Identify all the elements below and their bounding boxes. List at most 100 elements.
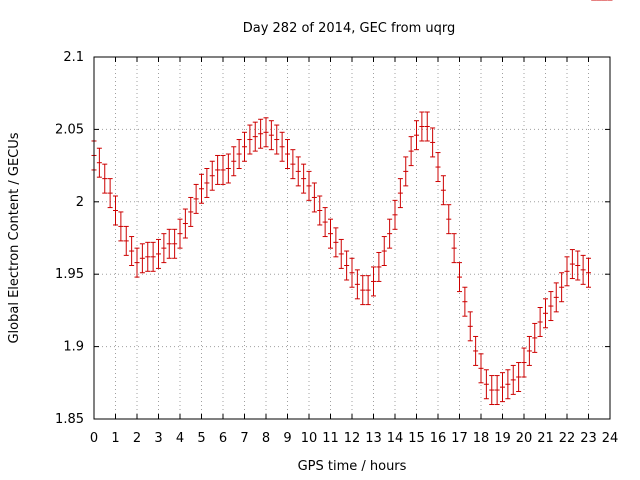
- y-tick-labels: 1.85 1.9 1.95 2 2.05 2.1: [55, 50, 84, 427]
- data-point: [419, 111, 425, 142]
- x-tick-label: 21: [537, 431, 554, 446]
- x-tick-label: 18: [473, 431, 490, 446]
- data-point: [575, 250, 581, 281]
- data-point: [166, 228, 172, 259]
- data-point: [526, 335, 532, 366]
- data-point: [564, 256, 570, 287]
- data-point: [381, 236, 387, 267]
- data-point: [177, 218, 183, 249]
- data-point: [328, 218, 333, 249]
- data-point: [424, 111, 430, 142]
- y-tick-label: 1.95: [55, 267, 84, 282]
- x-tick-label: 14: [387, 431, 404, 446]
- data-point: [247, 124, 253, 155]
- data-point: [430, 127, 436, 158]
- data-point: [188, 196, 194, 227]
- data-point: [392, 199, 398, 230]
- x-tick-label: 7: [240, 431, 248, 446]
- x-tick-label: 10: [301, 431, 318, 446]
- data-point: [360, 275, 366, 306]
- data-point: [397, 178, 403, 209]
- data-point: [118, 211, 124, 242]
- data-point: [478, 353, 484, 384]
- data-point: [279, 131, 285, 162]
- x-tick-label: 3: [154, 431, 162, 446]
- data-point: [268, 120, 274, 151]
- plot-frame: [93, 56, 611, 420]
- data-point: [543, 298, 548, 329]
- data-point: [285, 139, 290, 169]
- data-point: [220, 154, 226, 185]
- axis-ticks: [93, 56, 611, 420]
- x-tick-label: 8: [262, 431, 270, 446]
- data-point: [371, 266, 376, 297]
- y-tick-label: 1.85: [55, 412, 84, 427]
- y-tick-label: 1.9: [63, 340, 84, 355]
- x-tick-label: 20: [516, 431, 533, 446]
- data-point: [209, 160, 215, 191]
- data-point: [376, 251, 382, 282]
- x-tick-label: 13: [365, 431, 382, 446]
- data-point: [505, 369, 511, 400]
- data-point: [440, 175, 446, 206]
- data-point: [215, 154, 221, 185]
- y-tick-label: 2.1: [63, 50, 84, 65]
- chart-title: Day 282 of 2014, GEC from uqrg: [243, 21, 456, 36]
- x-tick-label: 16: [430, 431, 447, 446]
- data-point: [172, 228, 178, 259]
- data-point: [301, 163, 307, 194]
- y-tick-label: 2.05: [55, 122, 84, 137]
- data-point: [274, 124, 280, 155]
- data-point: [236, 139, 242, 169]
- data-point: [263, 117, 269, 148]
- data-point: [134, 247, 140, 278]
- data-point: [107, 178, 113, 209]
- data-point: [96, 147, 102, 178]
- data-point: [338, 238, 344, 269]
- data-point: [510, 364, 516, 395]
- x-axis-label: GPS time / hours: [298, 459, 407, 474]
- data-point: [408, 136, 414, 167]
- x-tick-label: 17: [451, 431, 468, 446]
- data-point: [387, 218, 393, 249]
- data-point: [333, 227, 339, 258]
- data-point: [290, 149, 296, 180]
- data-point: [500, 372, 505, 403]
- x-tick-label: 9: [283, 431, 291, 446]
- data-point: [489, 375, 495, 406]
- data-point: [225, 153, 231, 184]
- x-tick-label: 12: [344, 431, 361, 446]
- data-point: [569, 249, 575, 280]
- data-point: [580, 254, 586, 285]
- data-point: [559, 272, 565, 303]
- x-tick-label: 2: [133, 431, 141, 446]
- y-tick-label: 2: [76, 195, 84, 210]
- x-tick-label: 15: [408, 431, 425, 446]
- data-point: [161, 233, 167, 264]
- data-point: [457, 262, 462, 293]
- x-tick-label: 1: [111, 431, 119, 446]
- x-tick-label: 5: [197, 431, 205, 446]
- data-point: [231, 146, 237, 177]
- x-tick-label: 24: [602, 431, 619, 446]
- data-points: [91, 0, 613, 406]
- data-point: [113, 195, 118, 226]
- data-point: [306, 170, 312, 201]
- data-point: [150, 241, 156, 272]
- data-point: [258, 118, 264, 149]
- data-point: [548, 291, 554, 322]
- data-point: [242, 131, 247, 162]
- data-point: [317, 195, 323, 226]
- data-point: [446, 204, 452, 235]
- data-point: [102, 163, 108, 194]
- data-point: [494, 375, 500, 406]
- data-point: [451, 233, 457, 264]
- x-tick-label: 22: [559, 431, 576, 446]
- data-point: [414, 120, 419, 151]
- data-point: [473, 335, 479, 366]
- data-point: [586, 257, 591, 288]
- data-point: [139, 243, 145, 274]
- grid-lines: [94, 57, 610, 419]
